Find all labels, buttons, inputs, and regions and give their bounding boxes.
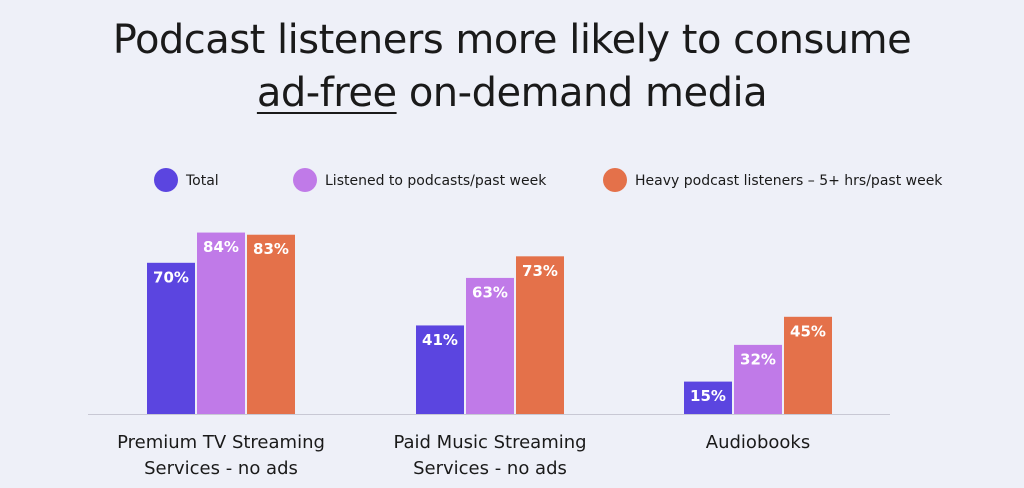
title-underlined: ad-free: [256, 70, 397, 116]
x-tick-label: Premium TV Streaming Services - no ads: [117, 432, 325, 479]
bar: [784, 316, 832, 414]
bar: [734, 344, 782, 414]
title-line: Podcast listeners more likely to consume: [112, 17, 912, 63]
value-label: 83%: [253, 240, 289, 258]
legend-swatch: [154, 168, 178, 192]
value-label: 63%: [472, 283, 508, 301]
value-label: 45%: [790, 322, 826, 340]
legend-label: Heavy podcast listeners – 5+ hrs/past we…: [635, 173, 943, 189]
bar: [416, 325, 464, 414]
chart-title: Podcast listeners more likely to consume…: [0, 14, 1024, 120]
legend-label: Listened to podcasts/past week: [325, 173, 547, 189]
value-label: 32%: [740, 350, 776, 368]
value-label: 41%: [422, 331, 458, 349]
value-label: 73%: [522, 262, 558, 280]
value-label: 84%: [203, 238, 239, 256]
x-tick-label: Paid Music Streaming Services - no ads: [393, 432, 587, 479]
x-tick-label: Audiobooks: [705, 432, 811, 453]
value-label: 70%: [153, 268, 189, 286]
legend-label: Total: [185, 173, 219, 189]
bar: [147, 262, 195, 414]
bar: [466, 277, 514, 414]
bar: [684, 381, 732, 414]
bar: [247, 234, 295, 414]
title-line: on-demand media: [408, 70, 768, 116]
bar: [516, 256, 564, 414]
value-label: 15%: [690, 387, 726, 405]
bar: [197, 232, 245, 414]
legend-swatch: [293, 168, 317, 192]
legend-swatch: [603, 168, 627, 192]
